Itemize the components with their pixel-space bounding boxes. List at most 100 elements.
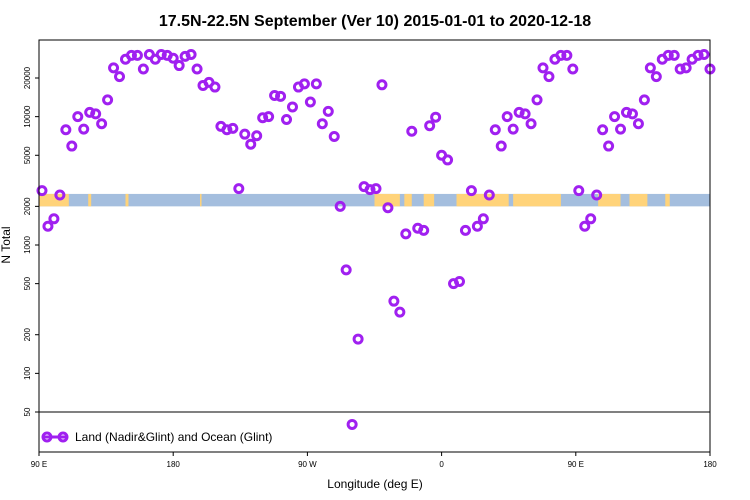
legend-marker [57, 431, 69, 443]
data-point [114, 71, 126, 83]
land-segment [456, 193, 509, 207]
data-point [567, 63, 579, 75]
data-point [465, 185, 477, 197]
data-point [430, 111, 442, 123]
y-axis-label: N Total [0, 226, 13, 263]
data-point [483, 189, 495, 201]
data-point [388, 295, 400, 307]
data-point [60, 124, 72, 136]
data-point [334, 200, 346, 212]
data-point [531, 94, 543, 106]
data-point [173, 60, 185, 72]
data-point [615, 123, 627, 135]
data-point [555, 49, 567, 61]
data-point [269, 90, 281, 102]
land-segment [598, 193, 621, 207]
data-point [257, 112, 269, 124]
x-tick-label: 180 [167, 460, 181, 469]
data-point [364, 184, 376, 196]
data-point [286, 101, 298, 113]
data-point [131, 49, 143, 61]
data-point [84, 106, 96, 118]
data-point [304, 96, 316, 108]
plot-frame [38, 39, 711, 453]
land-segment [423, 193, 435, 207]
data-point [310, 78, 322, 90]
land-segment [374, 193, 400, 207]
data-point [513, 106, 525, 118]
x-tick-label: 90 W [298, 460, 317, 469]
x-tick-label: 180 [703, 460, 717, 469]
data-point [591, 189, 603, 201]
data-point [155, 48, 167, 60]
data-point [125, 49, 137, 61]
data-point [394, 306, 406, 318]
data-point [632, 118, 644, 130]
data-point [281, 113, 293, 125]
data-point [36, 185, 48, 197]
data-point [459, 224, 471, 236]
y-tick-label: 2000 [23, 197, 32, 215]
data-point [298, 78, 310, 90]
data-point [406, 125, 418, 137]
land-segment [39, 193, 69, 207]
data-point [275, 90, 287, 102]
data-point [674, 63, 686, 75]
land-segment [200, 193, 202, 207]
data-point [543, 71, 555, 83]
land-segment [125, 193, 129, 207]
data-point [382, 202, 394, 214]
data-point [328, 131, 340, 143]
land-segment [629, 193, 648, 207]
data-point [209, 81, 221, 93]
x-axis: 90 E 180 90 W 0 90 E 180 [31, 452, 717, 469]
data-point [477, 213, 489, 225]
data-point [692, 49, 704, 61]
data-point [603, 140, 615, 152]
data-point [561, 49, 573, 61]
data-point [167, 52, 179, 64]
data-point [316, 118, 328, 130]
data-point [495, 140, 507, 152]
data-point [66, 140, 78, 152]
surface-strip [39, 193, 710, 207]
data-point [251, 130, 263, 142]
data-point [573, 185, 585, 197]
data-point [644, 62, 656, 74]
legend-marker [41, 431, 53, 443]
data-point [96, 118, 108, 130]
data-point [507, 123, 519, 135]
x-tick-label: 0 [439, 460, 444, 469]
data-point [638, 94, 650, 106]
data-point [537, 62, 549, 74]
data-point [263, 111, 275, 123]
data-point [322, 105, 334, 117]
legend: Land (Nadir&Glint) and Ocean (Glint) [41, 430, 272, 444]
data-point [352, 333, 364, 345]
data-point [698, 48, 710, 60]
data-point [54, 189, 66, 201]
data-point [442, 154, 454, 166]
data-point [609, 111, 621, 123]
data-point [42, 220, 54, 232]
data-point [471, 220, 483, 232]
land-segment [513, 193, 561, 207]
y-tick-label: 1000 [23, 236, 32, 254]
y-tick-label: 500 [23, 276, 32, 290]
data-point [579, 220, 591, 232]
legend-label: Land (Nadir&Glint) and Ocean (Glint) [75, 430, 272, 444]
land-segment [404, 193, 412, 207]
data-point [424, 120, 436, 132]
data-point [227, 122, 239, 134]
y-tick-label: 10000 [23, 105, 32, 128]
data-point [668, 49, 680, 61]
data-point [585, 213, 597, 225]
data-point [239, 128, 251, 140]
data-point [191, 63, 203, 75]
x-tick-label: 90 E [568, 460, 584, 469]
data-point [78, 123, 90, 135]
y-axis: 50 100 200 500 1000 2000 5000 10000 20000 [23, 66, 39, 416]
data-point [376, 79, 388, 91]
data-point [418, 224, 430, 236]
